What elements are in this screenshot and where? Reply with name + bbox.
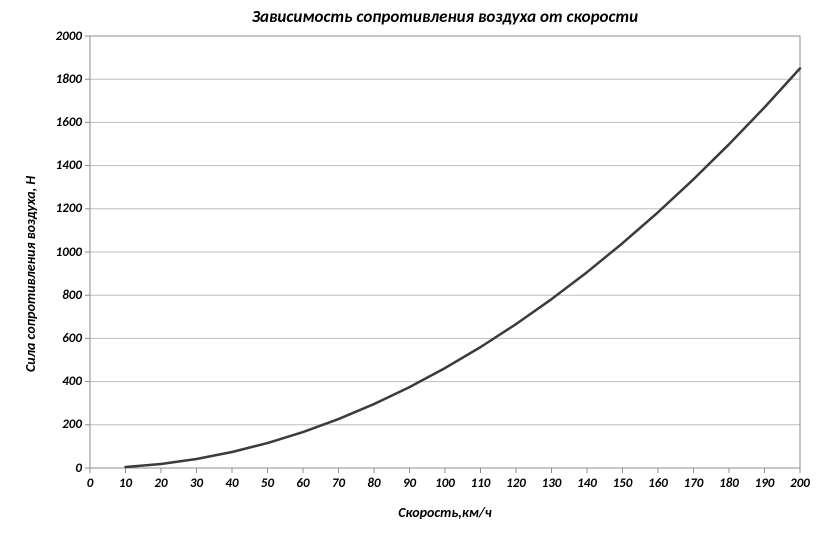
x-tick-label: 0 <box>70 476 110 491</box>
x-tick-label: 10 <box>106 476 146 491</box>
x-tick-label: 200 <box>780 476 820 491</box>
x-tick-label: 70 <box>319 476 359 491</box>
chart-svg <box>0 0 823 539</box>
x-axis-label: Скорость,км/ч <box>90 504 800 521</box>
x-tick-label: 170 <box>674 476 714 491</box>
x-tick-label: 80 <box>354 476 394 491</box>
y-tick-label: 2000 <box>32 29 82 44</box>
x-tick-label: 110 <box>461 476 501 491</box>
x-tick-label: 20 <box>141 476 181 491</box>
x-tick-label: 60 <box>283 476 323 491</box>
y-tick-label: 600 <box>32 331 82 346</box>
chart-container: Зависимость сопротивления воздуха от ско… <box>0 0 823 539</box>
chart-title: Зависимость сопротивления воздуха от ско… <box>90 6 800 27</box>
y-tick-label: 800 <box>32 288 82 303</box>
y-tick-label: 1400 <box>32 158 82 173</box>
x-tick-label: 90 <box>390 476 430 491</box>
x-tick-label: 120 <box>496 476 536 491</box>
x-tick-label: 50 <box>248 476 288 491</box>
y-tick-label: 400 <box>32 374 82 389</box>
y-tick-label: 1000 <box>32 245 82 260</box>
x-tick-label: 130 <box>532 476 572 491</box>
y-tick-label: 1800 <box>32 72 82 87</box>
x-tick-label: 40 <box>212 476 252 491</box>
x-tick-label: 150 <box>603 476 643 491</box>
x-tick-label: 30 <box>177 476 217 491</box>
x-tick-label: 190 <box>745 476 785 491</box>
x-tick-label: 180 <box>709 476 749 491</box>
y-tick-label: 0 <box>32 461 82 476</box>
x-tick-label: 100 <box>425 476 465 491</box>
y-tick-label: 1200 <box>32 201 82 216</box>
x-tick-label: 140 <box>567 476 607 491</box>
y-tick-label: 1600 <box>32 115 82 130</box>
y-tick-label: 200 <box>32 417 82 432</box>
x-tick-label: 160 <box>638 476 678 491</box>
